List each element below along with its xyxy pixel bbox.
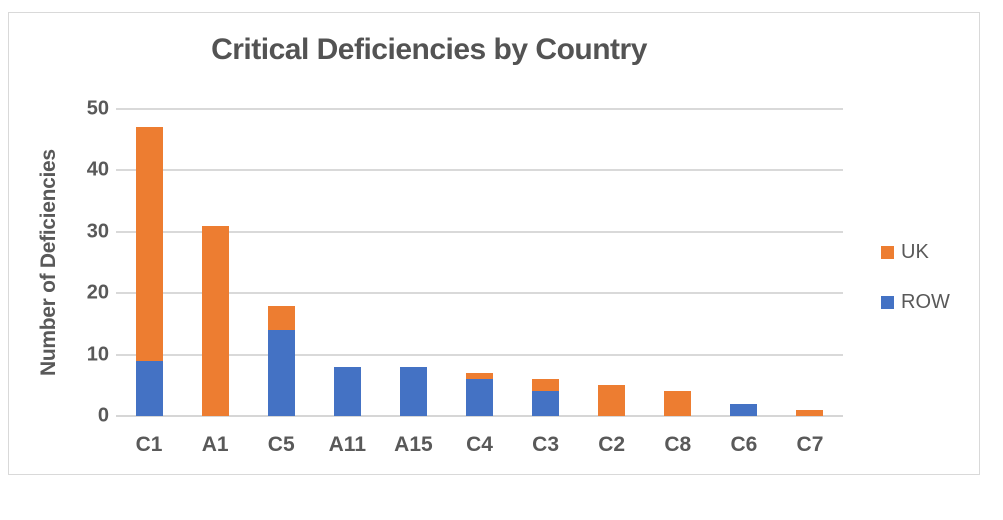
gridline	[116, 292, 843, 295]
bar-segment-uk-a1	[201, 225, 229, 416]
bar-slot-c2	[579, 109, 645, 416]
x-tick-label-c5: C5	[267, 433, 295, 456]
gridline	[116, 230, 843, 233]
bar-segment-uk-c1	[135, 127, 163, 361]
chart-title: Critical Deficiencies by Country	[211, 33, 647, 66]
y-axis-title: Number of Deficiencies	[37, 149, 60, 376]
chart-frame: Critical Deficiencies by Country Number …	[8, 12, 980, 475]
bar-segment-row-a11	[333, 366, 361, 416]
bar-segment-uk-c5	[267, 305, 295, 331]
bar-segment-uk-c8	[664, 391, 692, 416]
bar-slot-c4	[446, 109, 512, 416]
x-tick-label-c6: C6	[730, 433, 758, 456]
bar-c6	[730, 403, 758, 416]
legend-label-uk: UK	[901, 241, 929, 263]
x-tick-label-a11: A11	[328, 433, 367, 456]
x-tick-label-c1: C1	[135, 433, 163, 456]
bar-c7	[796, 409, 824, 416]
legend-swatch-uk	[881, 246, 894, 259]
bar-c2	[598, 385, 626, 416]
bar-segment-uk-c4	[466, 373, 494, 380]
x-tick-label-c8: C8	[664, 433, 692, 456]
bar-slot-c8	[645, 109, 711, 416]
legend-label-row: ROW	[901, 291, 950, 313]
gridline	[116, 353, 843, 356]
bar-slot-c1	[116, 109, 182, 416]
legend-item-row: ROW	[881, 291, 950, 314]
bar-slot-a1	[182, 109, 248, 416]
gridline	[116, 169, 843, 172]
bar-c5	[267, 305, 295, 416]
x-tick-label-c2: C2	[598, 433, 626, 456]
bar-segment-row-c1	[135, 360, 163, 416]
bar-slot-c7	[777, 109, 843, 416]
bar-c1	[135, 127, 163, 416]
bar-slot-c6	[711, 109, 777, 416]
x-axis-line	[116, 415, 843, 417]
y-tick-label: 40	[86, 158, 109, 181]
bar-c8	[664, 391, 692, 416]
x-tick-label-a15: A15	[394, 433, 433, 456]
bar-slot-a11	[314, 109, 380, 416]
bar-segment-uk-c2	[598, 385, 626, 416]
x-tick-label-c7: C7	[796, 433, 824, 456]
bar-a11	[333, 366, 361, 416]
legend-item-uk: UK	[881, 241, 950, 264]
bar-segment-row-a15	[399, 366, 427, 416]
bar-c3	[532, 379, 560, 416]
bar-c4	[466, 373, 494, 416]
plot-area	[116, 108, 843, 417]
legend: UK ROW	[881, 241, 950, 314]
y-axis-tick-labels: 0 10 20 30 40 50	[61, 98, 109, 427]
bar-slot-c3	[513, 109, 579, 416]
bars-row	[116, 109, 843, 416]
y-tick-label: 20	[86, 281, 109, 304]
y-tick-label: 0	[97, 404, 109, 427]
bar-segment-row-c3	[532, 391, 560, 416]
bar-segment-row-c4	[466, 379, 494, 416]
x-tick-label-a1: A1	[201, 433, 229, 456]
bar-segment-row-c6	[730, 403, 758, 416]
bar-a15	[399, 366, 427, 416]
bar-a1	[201, 225, 229, 416]
bar-segment-row-c5	[267, 330, 295, 416]
bar-segment-uk-c7	[796, 409, 824, 416]
y-tick-label: 50	[86, 97, 109, 120]
bar-slot-a15	[380, 109, 446, 416]
bar-segment-uk-c3	[532, 379, 560, 392]
x-tick-label-c3: C3	[532, 433, 560, 456]
y-tick-label: 30	[86, 220, 109, 243]
gridline	[116, 108, 843, 110]
legend-swatch-row	[881, 296, 894, 309]
x-tick-label-c4: C4	[466, 433, 493, 456]
bar-slot-c5	[248, 109, 314, 416]
x-axis-tick-labels: C1 A1 C5 A11 A15 C4 C3 C2 C8 C6 C7	[116, 428, 843, 462]
y-tick-label: 10	[86, 343, 109, 366]
